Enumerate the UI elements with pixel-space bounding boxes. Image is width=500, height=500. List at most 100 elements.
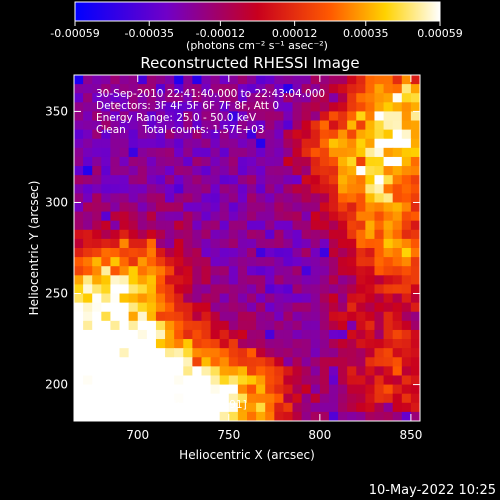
heatmap-cell <box>347 366 357 377</box>
heatmap-cell <box>119 202 130 213</box>
heatmap-cell <box>137 257 148 267</box>
heatmap-cell <box>128 266 139 276</box>
heatmap-cell <box>310 393 321 404</box>
heatmap-cell <box>192 102 203 113</box>
heatmap-cell <box>146 166 157 176</box>
heatmap-cell <box>365 175 376 185</box>
heatmap-cell <box>92 320 102 331</box>
heatmap-cell <box>74 147 84 158</box>
heatmap-cell <box>228 93 239 103</box>
heatmap-cell <box>338 202 348 213</box>
annotation-block: 30-Sep-2010 22:41:40.000 to 22:43:04.000… <box>96 88 325 136</box>
heatmap-cell <box>92 147 102 158</box>
heatmap-cell <box>174 366 184 377</box>
heatmap-cell <box>338 284 348 295</box>
heatmap-cell <box>356 175 366 185</box>
heatmap-cell <box>183 193 193 204</box>
heatmap-cell <box>256 257 266 267</box>
heatmap-cell <box>256 84 266 94</box>
heatmap-cell <box>101 156 112 167</box>
heatmap-cell <box>155 211 166 222</box>
heatmap-cell <box>165 375 175 386</box>
heatmap-cell <box>347 129 357 140</box>
heatmap-cell <box>101 211 112 222</box>
heatmap-cell <box>256 193 266 204</box>
heatmap-cell <box>92 248 102 258</box>
heatmap-cell <box>146 84 157 94</box>
heatmap-cell <box>301 266 312 276</box>
heatmap-cell <box>319 339 330 349</box>
heatmap-cell <box>374 166 385 176</box>
heatmap-cell <box>201 402 212 413</box>
heatmap-cell <box>283 275 294 286</box>
heatmap-cell <box>174 175 184 185</box>
heatmap-cell <box>356 284 366 295</box>
heatmap-cell <box>247 184 257 194</box>
heatmap-cell <box>247 302 257 313</box>
heatmap-cell <box>128 366 139 377</box>
heatmap-cell <box>374 93 385 103</box>
heatmap-cell <box>301 357 312 367</box>
heatmap-cell <box>410 202 420 213</box>
heatmap-cell <box>356 75 366 85</box>
heatmap-cell <box>374 184 385 194</box>
heatmap-cell <box>101 393 112 404</box>
heatmap-cell <box>74 393 84 404</box>
heatmap-cell <box>83 238 93 249</box>
heatmap-cell <box>292 384 303 395</box>
plot-frame <box>73 74 421 422</box>
heatmap-cell <box>74 138 84 149</box>
heatmap-cell <box>137 284 148 295</box>
heatmap-cell <box>83 320 93 331</box>
heatmap-cell <box>192 329 203 340</box>
heatmap-cell <box>201 220 212 231</box>
heatmap-cell <box>101 339 112 349</box>
heatmap-cell <box>237 311 248 322</box>
heatmap-cell <box>292 93 303 103</box>
heatmap-cell <box>192 156 203 167</box>
heatmap-cell <box>83 202 93 213</box>
heatmap-cell <box>301 184 312 194</box>
heatmap-cell <box>192 284 203 295</box>
heatmap-cell <box>74 211 84 222</box>
heatmap-cell <box>192 293 203 304</box>
heatmap-cell <box>228 202 239 213</box>
heatmap-cell <box>392 411 403 421</box>
heatmap-cell <box>119 293 130 304</box>
heatmap-cell <box>292 111 303 122</box>
heatmap-cell <box>247 175 257 185</box>
heatmap-cell <box>410 166 420 176</box>
heatmap-cell <box>301 339 312 349</box>
heatmap-cell <box>228 384 239 395</box>
heatmap-cell <box>319 384 330 395</box>
heatmap-cell <box>383 166 394 176</box>
heatmap-cell <box>401 175 412 185</box>
heatmap-cell <box>119 193 130 204</box>
heatmap-cell <box>83 193 93 204</box>
heatmap-cell <box>128 202 139 213</box>
heatmap-cell <box>383 202 394 213</box>
heatmap-cell <box>101 111 112 122</box>
heatmap-cell <box>365 275 376 286</box>
heatmap-cell <box>83 257 93 267</box>
heatmap-cell <box>319 266 330 276</box>
heatmap-cell <box>247 166 257 176</box>
heatmap-cell <box>328 366 339 377</box>
heatmap-cell <box>256 357 266 367</box>
heatmap-cell <box>137 202 148 213</box>
heatmap-cell <box>192 193 203 204</box>
heatmap-cell <box>201 129 212 140</box>
heatmap-cell <box>338 393 348 404</box>
heatmap-cell <box>274 266 285 276</box>
heatmap-cell <box>392 329 403 340</box>
heatmap-cell <box>392 102 403 113</box>
heatmap-cell <box>174 166 184 176</box>
heatmap-cell <box>155 348 166 358</box>
heatmap-cell <box>319 120 330 131</box>
heatmap-cell <box>319 248 330 258</box>
heatmap-cell <box>283 211 294 222</box>
colorbar-tick-label: -0.00035 <box>125 27 174 40</box>
heatmap-cell <box>183 393 193 404</box>
heatmap-cell <box>165 275 175 286</box>
heatmap-cell <box>338 257 348 267</box>
